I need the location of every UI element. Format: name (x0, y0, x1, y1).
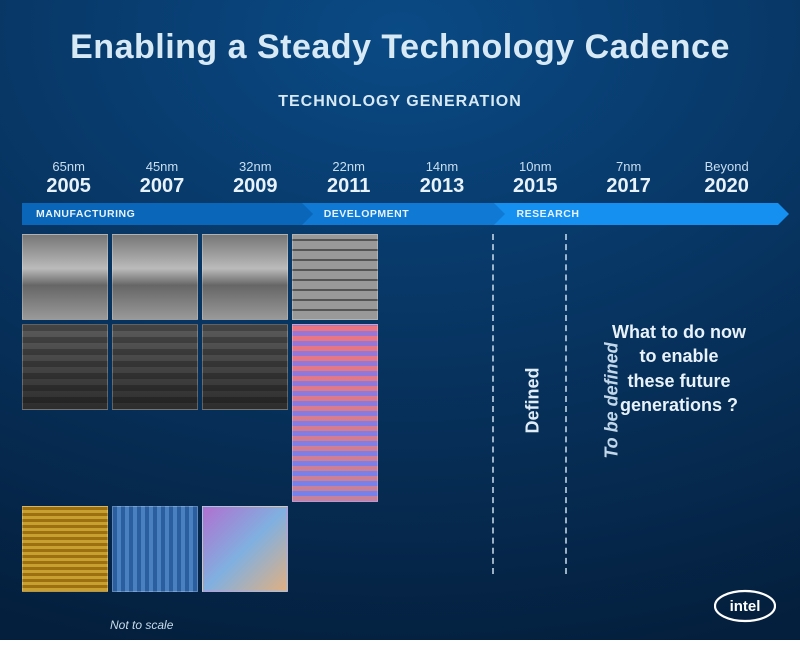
slide-subtitle: TECHNOLOGY GENERATION (0, 93, 800, 111)
slide-title: Enabling a Steady Technology Cadence (0, 0, 800, 67)
year-label: 2007 (115, 175, 208, 197)
timeline-columns: 65nm 2005 45nm 2007 32nm 2009 22nm 2011 … (22, 160, 778, 197)
footnote: Not to scale (110, 618, 173, 632)
node-label: 14nm (395, 160, 488, 173)
thumb-22nm-finfet (292, 234, 378, 320)
node-label: 22nm (302, 160, 395, 173)
grid-row-2 (22, 324, 378, 502)
phase-development: DEVELOPMENT (302, 203, 495, 225)
timeline-col-2007: 45nm 2007 (115, 160, 208, 197)
year-label: 2020 (675, 175, 778, 197)
thumb-22nm-die (292, 324, 378, 502)
question-line: generations ? (620, 395, 738, 415)
timeline-col-2013: 14nm 2013 (395, 160, 488, 197)
timeline-col-2005: 65nm 2005 (22, 160, 115, 197)
year-label: 2015 (489, 175, 582, 197)
node-label: 32nm (209, 160, 302, 173)
node-label: 45nm (115, 160, 208, 173)
phase-arrow: MANUFACTURING DEVELOPMENT RESEARCH (22, 203, 778, 225)
timeline-col-2009: 32nm 2009 (209, 160, 302, 197)
thumb-65nm-crosssection (22, 324, 108, 410)
thumbnail-grid (22, 234, 378, 592)
thumb-32nm-crosssection (202, 324, 288, 410)
year-label: 2017 (582, 175, 675, 197)
year-label: 2005 (22, 175, 115, 197)
thumb-65nm-die (22, 506, 108, 592)
logo-text-svg: intel (730, 598, 761, 615)
slide-root: Enabling a Steady Technology Cadence TEC… (0, 0, 800, 640)
phase-manufacturing: MANUFACTURING (22, 203, 302, 225)
year-label: 2013 (395, 175, 488, 197)
thumb-45nm-die (112, 506, 198, 592)
question-line: these future (627, 371, 730, 391)
phase-research: RESEARCH (494, 203, 778, 225)
node-label: 65nm (22, 160, 115, 173)
timeline-col-beyond: Beyond 2020 (675, 160, 778, 197)
year-label: 2009 (209, 175, 302, 197)
thumb-45nm-transistor (112, 234, 198, 320)
divider-defined (492, 234, 494, 574)
label-defined: Defined (523, 367, 544, 433)
divider-tbd (565, 234, 567, 574)
thumb-32nm-transistor (202, 234, 288, 320)
node-label: 7nm (582, 160, 675, 173)
node-label: Beyond (675, 160, 778, 173)
thumb-32nm-die (202, 506, 288, 592)
question-line: to enable (639, 346, 718, 366)
thumb-45nm-crosssection (112, 324, 198, 410)
timeline-col-2011: 22nm 2011 (302, 160, 395, 197)
grid-row-3 (22, 506, 378, 592)
thumb-65nm-transistor (22, 234, 108, 320)
timeline-col-2017: 7nm 2017 (582, 160, 675, 197)
intel-logo: intel (714, 586, 776, 626)
node-label: 10nm (489, 160, 582, 173)
question-line: What to do now (612, 322, 746, 342)
question-text: What to do now to enable these future ge… (588, 320, 770, 417)
timeline-col-2015: 10nm 2015 (489, 160, 582, 197)
timeline: 65nm 2005 45nm 2007 32nm 2009 22nm 2011 … (22, 160, 778, 225)
year-label: 2011 (302, 175, 395, 197)
grid-row-1 (22, 234, 378, 320)
